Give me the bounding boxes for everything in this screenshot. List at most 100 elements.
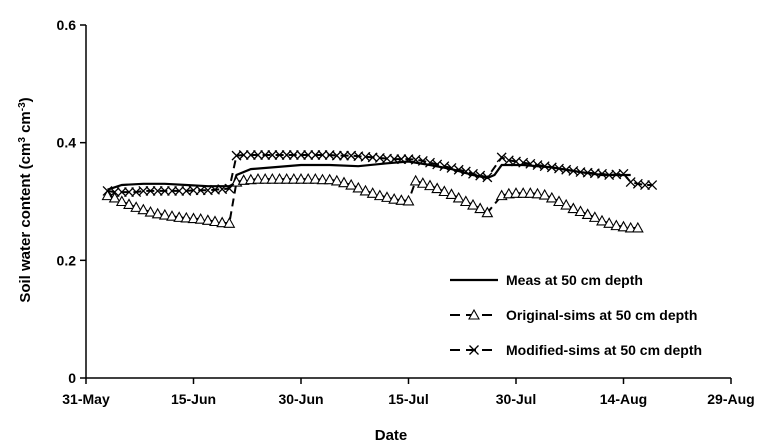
data-point-2 bbox=[560, 198, 573, 210]
data-point-2 bbox=[445, 188, 458, 199]
data-point-2 bbox=[166, 210, 178, 221]
data-point-2 bbox=[617, 220, 630, 232]
data-point-3 bbox=[274, 150, 285, 160]
data-point-2 bbox=[101, 189, 114, 201]
data-point-2 bbox=[209, 215, 221, 227]
y-tick-label: 0.4 bbox=[57, 135, 77, 151]
data-point-3 bbox=[389, 154, 400, 165]
data-point-2 bbox=[610, 219, 623, 231]
data-point-2 bbox=[295, 173, 307, 184]
data-point-2 bbox=[316, 173, 329, 185]
data-point-2 bbox=[395, 194, 408, 205]
data-point-3 bbox=[138, 185, 149, 196]
series-layer bbox=[101, 150, 658, 233]
data-point-2 bbox=[574, 205, 587, 217]
x-tick-label: 30-Jul bbox=[496, 391, 536, 407]
data-point-2 bbox=[352, 181, 365, 193]
data-point-3 bbox=[640, 180, 650, 190]
y-tick-label: 0.6 bbox=[57, 17, 77, 33]
data-point-3 bbox=[317, 150, 328, 160]
data-point-3 bbox=[109, 187, 120, 198]
data-point-2 bbox=[130, 201, 143, 212]
x-tick-label: 31-May bbox=[62, 391, 110, 407]
data-point-3 bbox=[296, 150, 306, 160]
data-point-3 bbox=[238, 150, 249, 160]
data-point-2 bbox=[596, 214, 608, 226]
legend-label-2: Original-sims at 50 cm depth bbox=[506, 307, 697, 323]
data-point-3 bbox=[195, 185, 206, 196]
data-point-2 bbox=[373, 189, 386, 201]
data-point-3 bbox=[496, 152, 507, 163]
data-point-3 bbox=[224, 183, 235, 194]
data-point-2 bbox=[467, 198, 479, 210]
data-point-2 bbox=[531, 187, 544, 199]
data-point-3 bbox=[159, 185, 170, 196]
data-point-2 bbox=[452, 191, 465, 203]
data-point-2 bbox=[402, 194, 415, 206]
data-point-3 bbox=[482, 172, 493, 183]
x-tick-label: 15-Jul bbox=[388, 391, 428, 407]
x-tick-label: 29-Aug bbox=[707, 391, 754, 407]
series-3 bbox=[102, 150, 658, 198]
data-point-3 bbox=[267, 150, 278, 160]
data-point-2 bbox=[359, 184, 372, 196]
data-point-3 bbox=[152, 185, 163, 196]
axes: 0 0.2 0.4 0.6 31-May 15-Jun 30-Jun 15-Jul 30-Jul… bbox=[57, 17, 755, 407]
data-point-2 bbox=[280, 173, 293, 184]
legend-item-2: Original-sims at 50 cm depth bbox=[450, 307, 697, 323]
y-tick-label: 0.2 bbox=[57, 252, 77, 268]
data-point-3 bbox=[396, 154, 407, 165]
data-point-3 bbox=[145, 185, 156, 196]
data-point-2 bbox=[424, 179, 436, 191]
data-point-3 bbox=[288, 150, 299, 160]
data-point-2 bbox=[201, 214, 214, 225]
legend-marker-3 bbox=[469, 345, 479, 355]
data-point-2 bbox=[381, 191, 393, 202]
x-tick-label: 15-Jun bbox=[171, 391, 216, 407]
data-point-2 bbox=[517, 187, 530, 198]
series-2 bbox=[101, 173, 644, 233]
data-point-2 bbox=[180, 211, 193, 223]
data-point-3 bbox=[310, 150, 321, 160]
data-point-2 bbox=[553, 195, 565, 207]
data-point-2 bbox=[624, 221, 637, 233]
data-point-2 bbox=[287, 173, 300, 184]
legend-label-3: Modified-sims at 50 cm depth bbox=[506, 342, 702, 358]
data-point-2 bbox=[309, 173, 322, 184]
data-point-3 bbox=[116, 187, 127, 198]
data-point-3 bbox=[245, 150, 256, 160]
data-point-3 bbox=[303, 150, 314, 160]
x-axis-title: Date bbox=[375, 427, 408, 444]
data-point-2 bbox=[388, 193, 401, 204]
series-line-1 bbox=[107, 160, 631, 191]
legend-marker-2 bbox=[468, 308, 480, 320]
data-point-2 bbox=[481, 206, 494, 218]
data-point-2 bbox=[438, 185, 451, 197]
y-tick-label: 0 bbox=[68, 370, 76, 386]
data-point-2 bbox=[588, 211, 601, 222]
data-point-2 bbox=[144, 205, 157, 217]
data-point-2 bbox=[123, 198, 135, 209]
data-point-2 bbox=[266, 173, 279, 184]
data-point-2 bbox=[416, 177, 429, 188]
data-point-2 bbox=[581, 208, 594, 219]
data-point-2 bbox=[323, 173, 336, 185]
data-point-2 bbox=[538, 188, 551, 200]
data-point-2 bbox=[330, 174, 343, 186]
data-point-2 bbox=[409, 174, 422, 186]
data-point-2 bbox=[567, 202, 580, 214]
data-point-3 bbox=[618, 168, 629, 179]
data-point-3 bbox=[253, 150, 263, 160]
data-point-2 bbox=[459, 195, 472, 207]
data-point-3 bbox=[124, 187, 134, 198]
data-point-2 bbox=[151, 207, 164, 219]
data-point-2 bbox=[108, 191, 121, 203]
x-tick-label: 14-Aug bbox=[600, 391, 647, 407]
legend-item-1: Meas at 50 cm depth bbox=[450, 272, 643, 288]
legend: Meas at 50 cm depth Original-sims at 50 c… bbox=[450, 272, 702, 358]
data-point-2 bbox=[345, 178, 358, 190]
data-point-2 bbox=[302, 173, 315, 184]
data-point-3 bbox=[281, 150, 292, 160]
